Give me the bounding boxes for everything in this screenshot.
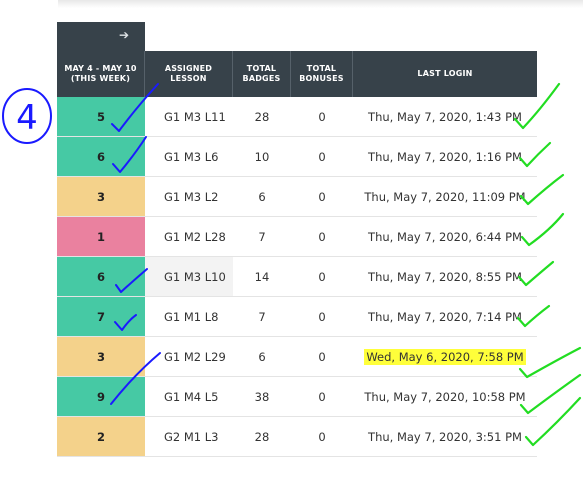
hand-drawn-circle: [2, 88, 52, 144]
total-bonuses-cell: 0: [318, 149, 326, 164]
last-login-text: Thu, May 7, 2020, 10:58 PM: [364, 389, 526, 404]
assigned-lesson-cell: G1 M3 L2: [164, 189, 219, 204]
week-nav-button[interactable]: ➔: [57, 22, 145, 51]
last-login-cell: Thu, May 7, 2020, 10:58 PM: [353, 377, 537, 416]
table-row[interactable]: 2 G2 M1 L3 28 0 Thu, May 7, 2020, 3:51 P…: [57, 417, 537, 457]
header-last-login[interactable]: LAST LOGIN: [417, 69, 473, 79]
last-login-cell: Thu, May 7, 2020, 3:51 PM: [353, 417, 537, 456]
header-week[interactable]: MAY 4 - MAY 10 (THIS WEEK): [57, 51, 145, 97]
header-total-bonuses[interactable]: TOTAL BONUSES: [291, 51, 353, 97]
total-bonuses-cell: 0: [318, 349, 326, 364]
last-login-cell: Thu, May 7, 2020, 6:44 PM: [353, 217, 537, 256]
last-login-text: Thu, May 7, 2020, 7:14 PM: [368, 309, 522, 324]
last-login-text: Thu, May 7, 2020, 6:44 PM: [368, 229, 522, 244]
total-badges-cell: 6: [258, 189, 266, 204]
table-row[interactable]: 9 G1 M4 L5 38 0 Thu, May 7, 2020, 10:58 …: [57, 377, 537, 417]
total-bonuses-cell: 0: [318, 269, 326, 284]
assigned-lesson-cell: G1 M3 L11: [164, 109, 226, 124]
header-total-badges[interactable]: TOTAL BADGES: [233, 51, 291, 97]
table-row[interactable]: 5 G1 M3 L11 28 0 Thu, May 7, 2020, 1:43 …: [57, 97, 537, 137]
top-shadow: [58, 0, 583, 8]
last-login-text: Thu, May 7, 2020, 3:51 PM: [368, 429, 522, 444]
week-progress-cell: 3: [57, 337, 145, 376]
last-login-text: Thu, May 7, 2020, 1:16 PM: [368, 149, 522, 164]
assigned-lesson-cell: G1 M3 L6: [164, 149, 219, 164]
week-progress-cell: 6: [57, 257, 145, 296]
table-header: MAY 4 - MAY 10 (THIS WEEK) ASSIGNED LESSON…: [57, 51, 537, 97]
total-bonuses-cell: 0: [318, 109, 326, 124]
week-progress-cell: 3: [57, 177, 145, 216]
last-login-cell: Wed, May 6, 2020, 7:58 PM: [353, 337, 537, 376]
last-login-cell: Thu, May 7, 2020, 1:43 PM: [353, 97, 537, 136]
table-row[interactable]: 1 G1 M2 L28 7 0 Thu, May 7, 2020, 6:44 P…: [57, 217, 537, 257]
assigned-lesson-cell: G1 M4 L5: [164, 389, 219, 404]
total-badges-cell: 10: [254, 149, 270, 164]
total-badges-cell: 38: [254, 389, 270, 404]
table-row[interactable]: 3 G1 M2 L29 6 0 Wed, May 6, 2020, 7:58 P…: [57, 337, 537, 377]
assigned-lesson-cell: G1 M2 L28: [164, 229, 226, 244]
last-login-text-highlighted: Wed, May 6, 2020, 7:58 PM: [364, 348, 526, 365]
total-badges-cell: 28: [254, 109, 270, 124]
week-progress-cell: 7: [57, 297, 145, 336]
assigned-lesson-cell: G2 M1 L3: [164, 429, 219, 444]
total-badges-cell: 14: [254, 269, 270, 284]
total-bonuses-cell: 0: [318, 389, 326, 404]
table-row[interactable]: 6 G1 M3 L10 14 0 Thu, May 7, 2020, 8:55 …: [57, 257, 537, 297]
total-badges-cell: 7: [258, 309, 266, 324]
total-badges-cell: 7: [258, 229, 266, 244]
assigned-lesson-cell: G1 M3 L10: [145, 257, 233, 296]
table-body: 5 G1 M3 L11 28 0 Thu, May 7, 2020, 1:43 …: [57, 97, 537, 457]
table-row[interactable]: 6 G1 M3 L6 10 0 Thu, May 7, 2020, 1:16 P…: [57, 137, 537, 177]
arrow-right-icon: ➔: [118, 28, 129, 42]
table-row[interactable]: 7 G1 M1 L8 7 0 Thu, May 7, 2020, 7:14 PM: [57, 297, 537, 337]
last-login-text: Thu, May 7, 2020, 1:43 PM: [368, 109, 522, 124]
circled-number-text: 4: [16, 98, 38, 138]
total-bonuses-cell: 0: [318, 229, 326, 244]
table-row[interactable]: 3 G1 M3 L2 6 0 Thu, May 7, 2020, 11:09 P…: [57, 177, 537, 217]
total-badges-cell: 6: [258, 349, 266, 364]
last-login-text: Thu, May 7, 2020, 8:55 PM: [368, 269, 522, 284]
week-progress-cell: 5: [57, 97, 145, 136]
week-progress-cell: 1: [57, 217, 145, 256]
total-bonuses-cell: 0: [318, 429, 326, 444]
week-progress-cell: 9: [57, 377, 145, 416]
last-login-cell: Thu, May 7, 2020, 8:55 PM: [353, 257, 537, 296]
last-login-cell: Thu, May 7, 2020, 11:09 PM: [353, 177, 537, 216]
circled-number-annotation: 4: [2, 88, 52, 144]
header-assigned-lesson[interactable]: ASSIGNED LESSON: [145, 51, 233, 97]
last-login-cell: Thu, May 7, 2020, 7:14 PM: [353, 297, 537, 336]
last-login-text: Thu, May 7, 2020, 11:09 PM: [364, 189, 526, 204]
total-badges-cell: 28: [254, 429, 270, 444]
total-bonuses-cell: 0: [318, 189, 326, 204]
total-bonuses-cell: 0: [318, 309, 326, 324]
last-login-cell: Thu, May 7, 2020, 1:16 PM: [353, 137, 537, 176]
week-progress-cell: 6: [57, 137, 145, 176]
assigned-lesson-cell: G1 M2 L29: [164, 349, 226, 364]
assigned-lesson-cell: G1 M1 L8: [164, 309, 219, 324]
week-progress-cell: 2: [57, 417, 145, 456]
